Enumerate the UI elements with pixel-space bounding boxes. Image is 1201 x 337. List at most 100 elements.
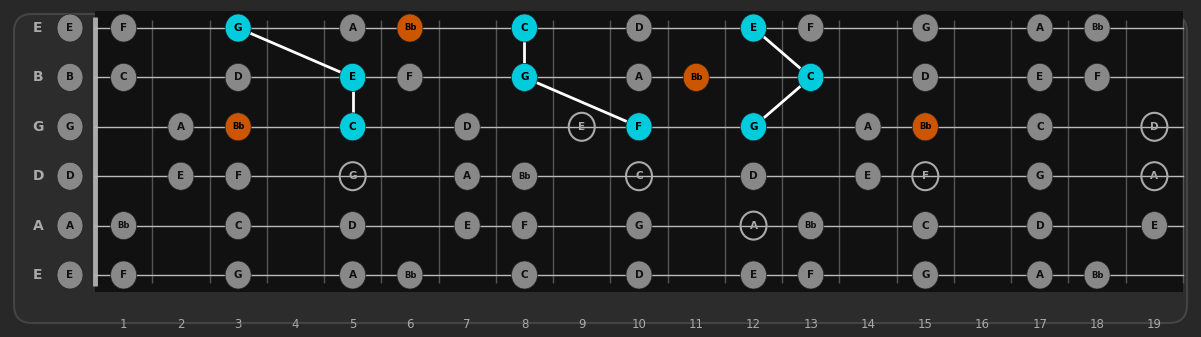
- Ellipse shape: [398, 14, 423, 42]
- Text: E: E: [1151, 221, 1158, 231]
- Ellipse shape: [225, 63, 251, 91]
- Text: G: G: [520, 72, 528, 83]
- Text: F: F: [635, 122, 643, 132]
- Text: F: F: [1094, 72, 1100, 83]
- Ellipse shape: [56, 113, 83, 141]
- Ellipse shape: [110, 212, 137, 240]
- Ellipse shape: [340, 63, 365, 91]
- Text: Bb: Bb: [232, 122, 244, 131]
- Text: 2: 2: [177, 317, 185, 331]
- Ellipse shape: [1027, 113, 1053, 141]
- Ellipse shape: [797, 261, 824, 289]
- Ellipse shape: [741, 113, 766, 141]
- Bar: [95, 11, 1183, 292]
- Text: C: C: [120, 72, 127, 83]
- Ellipse shape: [1085, 14, 1110, 42]
- Ellipse shape: [56, 162, 83, 190]
- Text: G: G: [234, 270, 243, 280]
- Text: E: E: [749, 23, 757, 33]
- Text: A: A: [1151, 171, 1159, 181]
- Ellipse shape: [1027, 14, 1053, 42]
- Text: C: C: [348, 122, 357, 132]
- Text: A: A: [348, 270, 357, 280]
- Text: F: F: [406, 72, 413, 83]
- Ellipse shape: [168, 162, 193, 190]
- Text: D: D: [634, 270, 644, 280]
- Text: A: A: [348, 23, 357, 33]
- Text: E: E: [1036, 72, 1044, 83]
- Ellipse shape: [1141, 212, 1167, 240]
- Text: C: C: [234, 221, 241, 231]
- Ellipse shape: [913, 261, 938, 289]
- Text: 12: 12: [746, 317, 761, 331]
- Text: A: A: [864, 122, 872, 132]
- Ellipse shape: [110, 14, 137, 42]
- Text: G: G: [348, 171, 357, 181]
- Ellipse shape: [454, 113, 480, 141]
- Text: Bb: Bb: [118, 221, 130, 230]
- Text: A: A: [749, 221, 758, 231]
- Text: A: A: [32, 219, 43, 233]
- Ellipse shape: [398, 261, 423, 289]
- Text: D: D: [921, 72, 930, 83]
- Ellipse shape: [340, 113, 365, 141]
- Ellipse shape: [340, 261, 365, 289]
- Text: E: E: [178, 171, 185, 181]
- Text: C: C: [635, 171, 643, 181]
- Text: 4: 4: [292, 317, 299, 331]
- Text: Bb: Bb: [404, 271, 416, 279]
- Text: E: E: [34, 21, 43, 35]
- Text: Bb: Bb: [404, 24, 416, 32]
- Text: Bb: Bb: [1091, 24, 1104, 32]
- Ellipse shape: [797, 63, 824, 91]
- Ellipse shape: [168, 113, 193, 141]
- Text: C: C: [521, 23, 528, 33]
- Ellipse shape: [512, 63, 538, 91]
- Text: G: G: [635, 221, 644, 231]
- Ellipse shape: [225, 162, 251, 190]
- Ellipse shape: [797, 14, 824, 42]
- Text: G: G: [1035, 171, 1044, 181]
- Text: A: A: [635, 72, 643, 83]
- Text: 1: 1: [120, 317, 127, 331]
- Text: D: D: [1035, 221, 1044, 231]
- Text: 18: 18: [1089, 317, 1105, 331]
- Ellipse shape: [398, 63, 423, 91]
- Text: A: A: [464, 171, 471, 181]
- Ellipse shape: [1027, 212, 1053, 240]
- Text: Bb: Bb: [1091, 271, 1104, 279]
- Ellipse shape: [855, 162, 882, 190]
- Text: E: E: [66, 23, 73, 33]
- Ellipse shape: [913, 113, 938, 141]
- Text: 17: 17: [1033, 317, 1047, 331]
- Ellipse shape: [454, 212, 480, 240]
- Text: 13: 13: [803, 317, 818, 331]
- Text: Bb: Bb: [805, 221, 817, 230]
- Ellipse shape: [340, 14, 365, 42]
- Text: G: G: [921, 270, 930, 280]
- Ellipse shape: [913, 63, 938, 91]
- Ellipse shape: [741, 14, 766, 42]
- Ellipse shape: [626, 14, 652, 42]
- Ellipse shape: [56, 212, 83, 240]
- Text: B: B: [32, 70, 43, 84]
- Text: E: E: [349, 72, 357, 83]
- Ellipse shape: [1027, 162, 1053, 190]
- Ellipse shape: [454, 162, 480, 190]
- Text: 6: 6: [406, 317, 413, 331]
- Text: E: E: [464, 221, 471, 231]
- Text: 3: 3: [234, 317, 241, 331]
- Text: C: C: [921, 221, 930, 231]
- Ellipse shape: [225, 212, 251, 240]
- Text: A: A: [1035, 23, 1044, 33]
- Text: E: E: [865, 171, 872, 181]
- Ellipse shape: [225, 14, 251, 42]
- Ellipse shape: [512, 261, 538, 289]
- Text: F: F: [807, 23, 814, 33]
- Ellipse shape: [797, 212, 824, 240]
- Text: D: D: [1151, 122, 1159, 132]
- Text: 19: 19: [1147, 317, 1161, 331]
- Text: C: C: [521, 270, 528, 280]
- Text: F: F: [921, 171, 928, 181]
- Text: 9: 9: [578, 317, 585, 331]
